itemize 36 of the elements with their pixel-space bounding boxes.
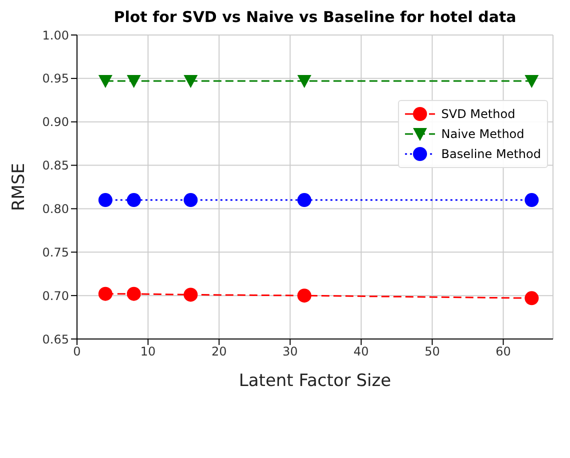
y-tick-label: 0.85 bbox=[42, 158, 69, 173]
y-tick-label: 1.00 bbox=[42, 28, 69, 42]
point bbox=[297, 288, 312, 303]
y-tick-label: 0.95 bbox=[42, 72, 69, 86]
x-tick-label: 50 bbox=[424, 344, 440, 359]
point bbox=[297, 75, 312, 88]
point bbox=[297, 193, 312, 208]
point bbox=[126, 193, 141, 208]
point bbox=[184, 288, 198, 302]
point bbox=[98, 286, 112, 301]
legend-label: Baseline Method bbox=[441, 147, 541, 161]
y-tick-label: 0.75 bbox=[42, 245, 69, 260]
point bbox=[184, 193, 198, 208]
point bbox=[524, 75, 539, 88]
x-tick-label: 10 bbox=[140, 344, 156, 359]
legend-label: Naive Method bbox=[441, 127, 524, 141]
x-tick-label: 40 bbox=[354, 344, 369, 359]
y-tick-label: 0.65 bbox=[42, 332, 69, 346]
y-tick-label: 0.90 bbox=[42, 115, 69, 130]
point bbox=[98, 193, 112, 208]
point bbox=[98, 75, 112, 88]
point bbox=[524, 291, 539, 306]
y-tick-label: 0.70 bbox=[42, 288, 69, 303]
y-axis-title: RMSE bbox=[9, 162, 30, 212]
x-axis-title: Latent Factor Size bbox=[238, 371, 392, 391]
point bbox=[126, 75, 141, 88]
y-tick-label: 0.80 bbox=[42, 202, 69, 216]
x-tick-label: 20 bbox=[211, 344, 227, 359]
x-tick-label: 60 bbox=[496, 344, 511, 359]
x-tick-label: 0 bbox=[73, 344, 81, 359]
legend-label: SVD Method bbox=[441, 107, 516, 121]
chart-title: Plot for SVD vs Naive vs Baseline for hotel data bbox=[112, 8, 518, 26]
point bbox=[126, 286, 141, 301]
point bbox=[524, 193, 539, 208]
point bbox=[184, 75, 198, 88]
x-tick-label: 30 bbox=[282, 344, 298, 359]
